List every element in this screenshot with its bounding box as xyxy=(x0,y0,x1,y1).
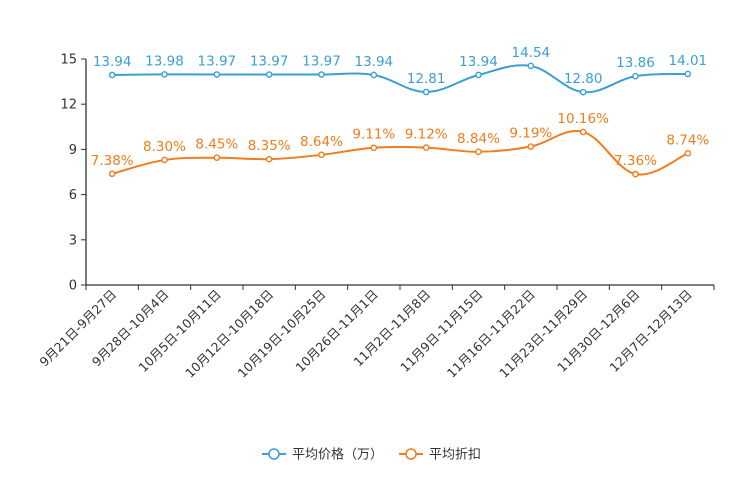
data-label: 13.94 xyxy=(459,54,498,70)
data-point[interactable] xyxy=(265,155,273,163)
data-point[interactable] xyxy=(370,71,378,79)
data-point[interactable] xyxy=(684,70,692,78)
data-label: 8.30% xyxy=(143,139,186,155)
y-tick-label: 9 xyxy=(69,143,77,158)
data-point[interactable] xyxy=(161,156,168,164)
data-label: 9.19% xyxy=(509,126,552,142)
data-point[interactable] xyxy=(527,143,535,150)
data-label: 13.94 xyxy=(93,54,132,70)
legend-item-1[interactable]: 平均价格（万） xyxy=(262,447,383,463)
data-label: 8.45% xyxy=(195,137,238,153)
data-point[interactable] xyxy=(370,144,378,152)
axes: 0 3 6 9 12 15 xyxy=(60,53,714,294)
series-1: 13.94 13.98 13.97 13.97 13.97 13.94 12.81 13.94… xyxy=(93,45,708,96)
data-label: 8.35% xyxy=(248,138,291,154)
data-label: 13.97 xyxy=(302,54,341,70)
data-point[interactable] xyxy=(579,88,587,96)
data-point[interactable] xyxy=(475,71,482,79)
data-label: 13.97 xyxy=(198,54,237,70)
x-tick-label: 10月12日-10月18日 xyxy=(182,287,276,381)
data-point[interactable] xyxy=(108,170,116,178)
data-label: 9.11% xyxy=(352,127,395,143)
data-label: 9.12% xyxy=(405,127,448,143)
legend-marker-icon xyxy=(268,448,280,460)
x-tick-label: 11月23日-11月29日 xyxy=(496,287,590,381)
x-axis-ticks: 9月21日-9月27日9月28日-10月4日10月5日-10月11日10月12日… xyxy=(36,285,715,381)
data-label: 14.01 xyxy=(669,53,708,69)
data-label: 14.54 xyxy=(512,45,551,61)
x-tick-label: 11月16日-11月22日 xyxy=(444,287,538,381)
y-tick-label: 15 xyxy=(60,53,77,68)
data-point[interactable] xyxy=(579,128,587,136)
data-point[interactable] xyxy=(318,151,325,159)
data-point[interactable] xyxy=(632,170,639,178)
data-label: 13.98 xyxy=(145,53,184,69)
legend[interactable]: 平均价格（万） 平均折扣 xyxy=(262,447,481,463)
data-point[interactable] xyxy=(422,144,430,151)
x-tick-label: 10月19日-10月25日 xyxy=(234,287,328,381)
legend-label: 平均折扣 xyxy=(429,448,481,463)
data-label: 12.81 xyxy=(407,71,446,87)
data-point[interactable] xyxy=(318,71,325,78)
data-point[interactable] xyxy=(213,71,221,78)
data-label: 13.86 xyxy=(616,55,655,71)
data-label: 8.84% xyxy=(457,131,500,147)
series-line xyxy=(112,64,688,94)
data-point[interactable] xyxy=(108,71,116,79)
data-point[interactable] xyxy=(161,71,168,78)
data-label: 12.80 xyxy=(564,71,603,87)
data-label: 13.97 xyxy=(250,54,289,70)
y-tick-label: 12 xyxy=(60,98,77,113)
data-point[interactable] xyxy=(213,154,221,161)
data-point[interactable] xyxy=(632,72,639,80)
y-tick-label: 3 xyxy=(69,233,77,248)
data-label: 10.16% xyxy=(557,111,609,127)
data-label: 8.74% xyxy=(666,132,709,148)
y-tick-label: 6 xyxy=(69,188,77,203)
data-label: 7.36% xyxy=(614,153,657,169)
data-point[interactable] xyxy=(684,150,692,157)
data-point[interactable] xyxy=(422,88,430,96)
data-label: 7.38% xyxy=(91,153,134,169)
legend-label: 平均价格（万） xyxy=(292,447,383,463)
series-line xyxy=(111,129,689,176)
data-label: 13.94 xyxy=(355,54,394,70)
series-2: 7.38% 8.30% 8.45% 8.35% 8.64% 9.11% 9.12% 8.84%… xyxy=(91,111,709,178)
y-tick-label: 0 xyxy=(69,279,77,294)
legend-marker-icon xyxy=(405,448,417,460)
data-point[interactable] xyxy=(527,62,535,70)
data-label: 8.64% xyxy=(300,134,343,150)
series-layer: 13.94 13.98 13.97 13.97 13.97 13.94 12.81 13.94… xyxy=(91,45,709,178)
data-point[interactable] xyxy=(265,71,273,78)
data-point[interactable] xyxy=(475,148,482,156)
legend-item-2[interactable]: 平均折扣 xyxy=(399,448,481,463)
